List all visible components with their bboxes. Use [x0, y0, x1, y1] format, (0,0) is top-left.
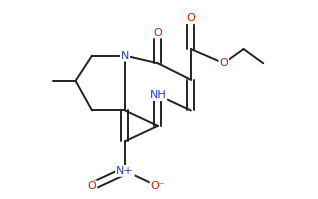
Text: O: O: [154, 27, 162, 38]
Text: NH: NH: [149, 90, 166, 100]
Text: O: O: [88, 181, 96, 191]
Text: O⁻: O⁻: [151, 181, 165, 191]
Text: O: O: [186, 13, 195, 23]
Text: O: O: [219, 58, 228, 68]
Text: N+: N+: [116, 166, 134, 176]
Text: N: N: [121, 51, 129, 60]
